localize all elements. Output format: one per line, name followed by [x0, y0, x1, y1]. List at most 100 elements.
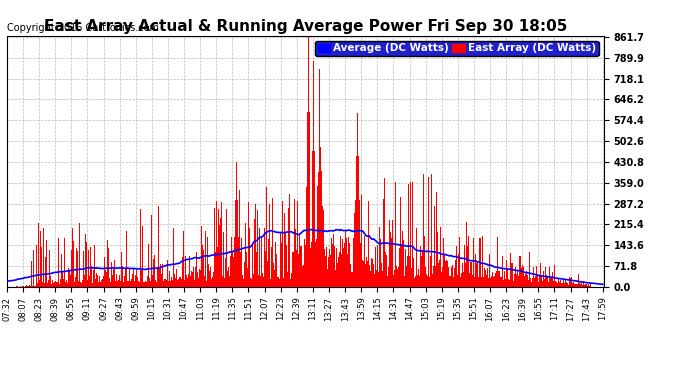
Bar: [252, 245, 253, 287]
Bar: [444, 255, 445, 287]
Bar: [226, 275, 228, 287]
Bar: [237, 200, 238, 287]
Bar: [306, 187, 307, 287]
Bar: [496, 271, 497, 287]
Bar: [239, 252, 241, 287]
Bar: [470, 262, 471, 287]
Bar: [234, 237, 235, 287]
Bar: [478, 277, 480, 287]
Bar: [231, 237, 232, 287]
Bar: [350, 264, 351, 287]
Bar: [415, 276, 416, 287]
Bar: [161, 274, 162, 287]
Bar: [79, 224, 80, 287]
Bar: [146, 282, 147, 287]
Bar: [576, 284, 577, 287]
Bar: [59, 279, 61, 287]
Bar: [411, 268, 412, 287]
Bar: [29, 285, 30, 287]
Bar: [120, 280, 121, 287]
Bar: [432, 274, 433, 287]
Bar: [401, 244, 402, 287]
Bar: [404, 249, 406, 287]
Bar: [547, 277, 549, 287]
Bar: [332, 244, 333, 287]
Bar: [507, 268, 508, 287]
Bar: [25, 286, 26, 287]
Bar: [481, 278, 482, 287]
Bar: [207, 237, 208, 287]
Bar: [346, 238, 347, 287]
Bar: [310, 248, 311, 287]
Bar: [39, 280, 40, 287]
Bar: [382, 271, 383, 287]
Bar: [509, 280, 510, 287]
Bar: [219, 225, 220, 287]
Bar: [392, 220, 393, 287]
Bar: [190, 276, 191, 287]
Bar: [162, 264, 163, 287]
Bar: [492, 272, 493, 287]
Bar: [97, 274, 98, 287]
Bar: [167, 260, 168, 287]
Bar: [353, 238, 354, 287]
Bar: [275, 242, 276, 287]
Bar: [424, 236, 425, 287]
Bar: [584, 284, 586, 287]
Bar: [374, 274, 375, 287]
Bar: [413, 258, 414, 287]
Bar: [52, 280, 53, 287]
Bar: [568, 285, 569, 287]
Bar: [172, 279, 173, 287]
Bar: [38, 224, 39, 287]
Bar: [48, 280, 49, 287]
Bar: [430, 256, 431, 287]
Bar: [555, 282, 557, 287]
Bar: [160, 264, 161, 287]
Bar: [202, 245, 204, 287]
Bar: [49, 250, 50, 287]
Bar: [246, 252, 247, 287]
Bar: [127, 280, 128, 287]
Bar: [133, 269, 134, 287]
Bar: [55, 280, 56, 287]
Bar: [323, 210, 324, 287]
Bar: [276, 254, 277, 287]
Bar: [114, 260, 115, 287]
Bar: [297, 201, 298, 287]
Bar: [459, 237, 460, 287]
Bar: [91, 266, 92, 287]
Bar: [259, 228, 260, 287]
Bar: [136, 270, 137, 287]
Bar: [213, 272, 215, 287]
Bar: [138, 281, 139, 287]
Bar: [77, 251, 78, 287]
Bar: [586, 284, 587, 287]
Bar: [150, 281, 151, 287]
Bar: [279, 233, 281, 287]
Bar: [170, 278, 172, 287]
Bar: [552, 272, 553, 287]
Bar: [221, 202, 222, 287]
Bar: [242, 274, 244, 287]
Bar: [455, 260, 456, 287]
Bar: [154, 255, 155, 287]
Bar: [210, 279, 212, 287]
Bar: [201, 226, 202, 287]
Bar: [564, 283, 565, 287]
Bar: [539, 275, 540, 287]
Bar: [566, 282, 567, 287]
Bar: [533, 267, 534, 287]
Bar: [480, 238, 481, 287]
Bar: [570, 278, 571, 287]
Bar: [569, 277, 570, 287]
Bar: [477, 262, 478, 287]
Bar: [84, 275, 85, 287]
Bar: [175, 278, 176, 287]
Bar: [57, 282, 58, 287]
Bar: [144, 282, 146, 287]
Bar: [537, 274, 538, 287]
Bar: [446, 261, 448, 287]
Bar: [230, 256, 231, 287]
Bar: [99, 282, 101, 287]
